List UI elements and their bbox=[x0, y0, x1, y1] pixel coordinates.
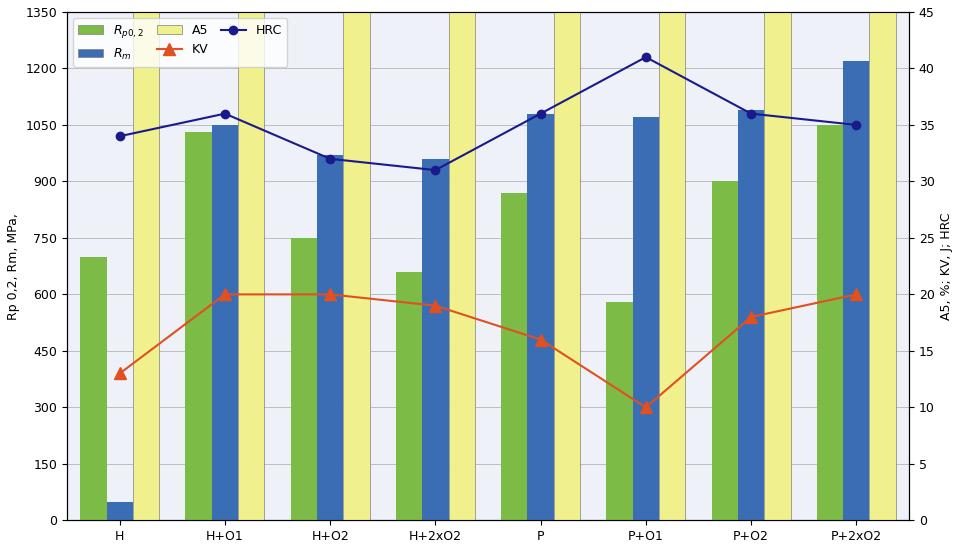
Bar bbox=[659, 0, 685, 520]
Bar bbox=[132, 0, 159, 520]
Bar bbox=[870, 0, 896, 520]
Bar bbox=[554, 0, 580, 520]
Bar bbox=[817, 125, 843, 520]
Legend: $R_{p0,2}$, $R_m$, A5, KV, HRC: $R_{p0,2}$, $R_m$, A5, KV, HRC bbox=[73, 18, 287, 67]
Y-axis label: Rp 0,2, Rm, MPa,: Rp 0,2, Rm, MPa, bbox=[7, 213, 20, 320]
Bar bbox=[422, 159, 448, 520]
Bar bbox=[501, 192, 527, 520]
Bar bbox=[107, 502, 132, 520]
Bar bbox=[238, 0, 264, 520]
Bar bbox=[738, 110, 764, 520]
Y-axis label: A5, %; KV, J; HRC: A5, %; KV, J; HRC bbox=[940, 212, 953, 320]
Bar bbox=[607, 302, 633, 520]
Bar bbox=[317, 155, 344, 520]
Bar bbox=[291, 238, 317, 520]
Bar bbox=[633, 117, 659, 520]
Bar bbox=[81, 257, 107, 520]
Bar bbox=[344, 0, 370, 520]
Bar bbox=[212, 125, 238, 520]
Bar bbox=[711, 182, 738, 520]
Bar bbox=[527, 114, 554, 520]
Bar bbox=[396, 272, 422, 520]
Bar bbox=[843, 61, 870, 520]
Bar bbox=[764, 0, 790, 520]
Bar bbox=[448, 0, 475, 520]
Bar bbox=[185, 133, 212, 520]
